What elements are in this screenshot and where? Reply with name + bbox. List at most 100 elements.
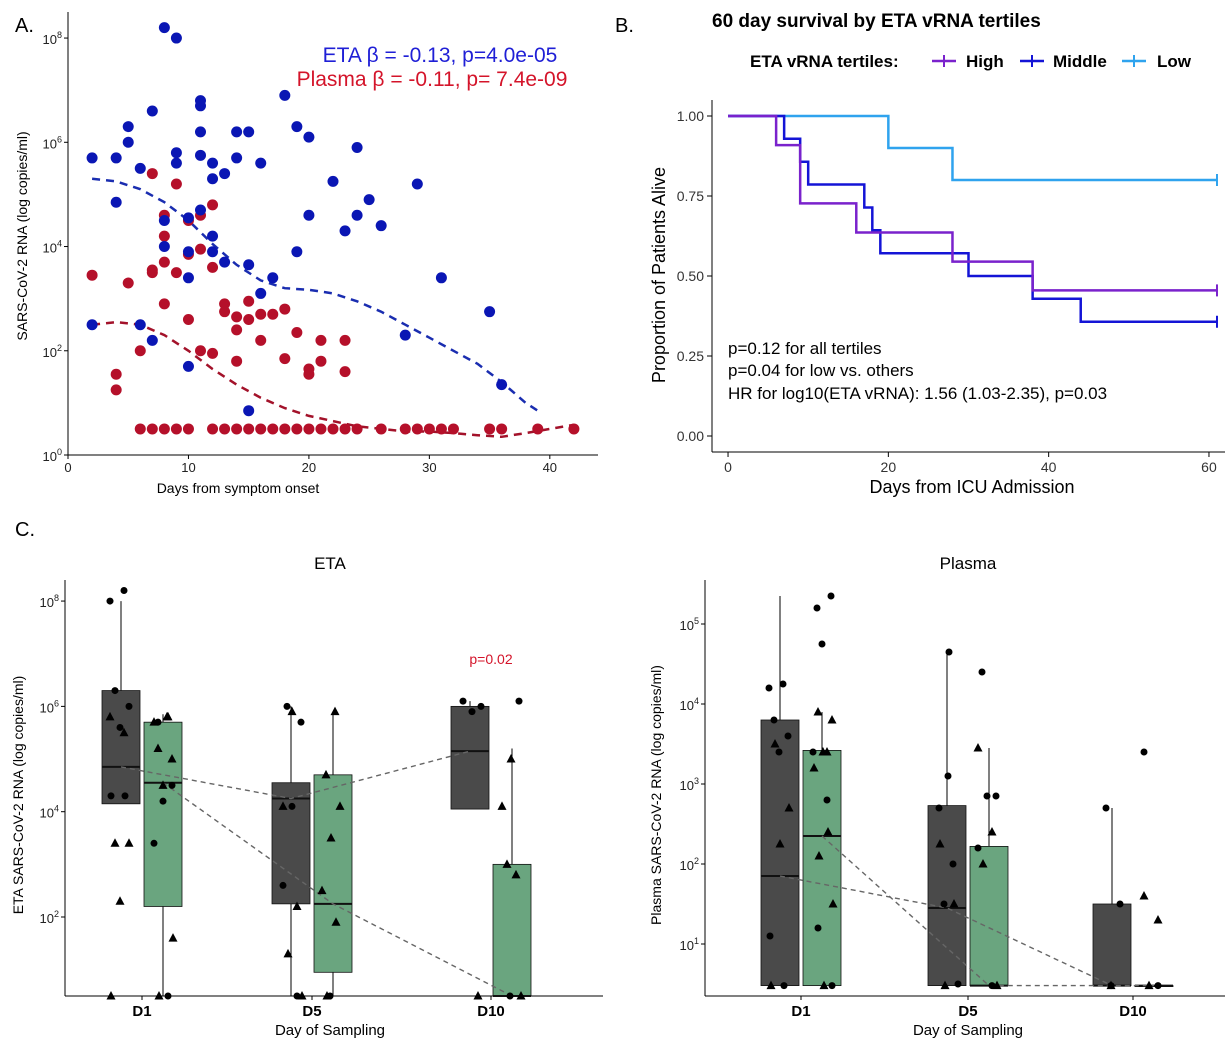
panel-b-y-tick-label: 0.50 (677, 268, 704, 284)
eta-box-x-tick-label: D5 (302, 1003, 321, 1020)
scatter-point-plasma (134, 423, 146, 435)
eta-box-point-triangle (168, 933, 178, 942)
plasma-box-median-connector (821, 835, 1154, 987)
eta-box-point-circle (168, 781, 176, 789)
scatter-point-eta (182, 246, 194, 258)
scatter-point-eta (339, 225, 351, 237)
stat-line-1: p=0.12 for all tertiles (728, 339, 882, 358)
plasma-box-y-tick-label: 101 (680, 936, 699, 953)
eta-box-median-connector (120, 750, 471, 800)
scatter-point-plasma (170, 178, 182, 190)
plasma-box-point-circle (809, 748, 817, 756)
scatter-point-eta (86, 319, 98, 331)
plasma-box-point-circle (823, 796, 831, 804)
scatter-point-plasma (170, 423, 182, 435)
scatter-point-plasma (315, 355, 327, 367)
plasma-box-point-triangle (775, 839, 785, 848)
plasma-box-point-triangle (973, 743, 983, 752)
scatter-point-eta (484, 306, 496, 318)
scatter-point-plasma (291, 423, 303, 435)
eta-box-point-circle (116, 723, 124, 731)
eta-box-xlabel: Day of Sampling (275, 1022, 385, 1039)
scatter-point-plasma (207, 347, 219, 359)
scatter-point-plasma (375, 423, 387, 435)
eta-box-point-circle (121, 792, 129, 800)
scatter-point-eta (146, 105, 158, 117)
scatter-point-plasma (291, 327, 303, 339)
scatter-point-eta (170, 157, 182, 169)
scatter-point-plasma (182, 313, 194, 325)
eta-box-point-triangle (158, 780, 168, 789)
plasma-box-xlabel: Day of Sampling (913, 1022, 1023, 1039)
scatter-point-plasma (207, 199, 219, 211)
eta-box-point-triangle (322, 991, 332, 1000)
scatter-point-plasma (435, 423, 447, 435)
scatter-point-plasma (303, 363, 315, 375)
plasma-annotation: Plasma β = -0.11, p= 7.4e-09 (297, 68, 568, 91)
scatter-point-eta (231, 126, 243, 138)
panel-a-xlabel: Days from symptom onset (157, 480, 320, 496)
scatter-point-eta (267, 272, 279, 284)
scatter-point-plasma (195, 243, 206, 255)
scatter-point-eta (182, 360, 194, 372)
legend-title: ETA vRNA tertiles: (750, 52, 899, 71)
eta-box-point-triangle (106, 991, 116, 1000)
panel-a-x-tick-label: 0 (64, 460, 71, 475)
scatter-point-eta (327, 175, 339, 187)
scatter-point-plasma (532, 423, 544, 435)
scatter-point-plasma (351, 423, 363, 435)
eta-box-point-circle (279, 881, 287, 889)
scatter-point-plasma (243, 295, 255, 307)
scatter-point-eta (134, 319, 146, 331)
eta-box-point-triangle (502, 859, 512, 868)
eta-box-point-triangle (124, 838, 134, 847)
plasma-box-point-triangle (823, 827, 833, 836)
scatter-point-plasma (279, 353, 291, 365)
plasma-box-point-triangle (949, 899, 959, 908)
eta-box-point-triangle (335, 801, 345, 810)
panel-a-x-tick-label: 40 (543, 460, 557, 475)
scatter-point-plasma (158, 230, 170, 242)
eta-box-box-d1-green (143, 721, 183, 907)
panel-b-ylabel: Proportion of Patients Alive (649, 167, 669, 383)
scatter-point-eta (303, 131, 315, 143)
eta-box-point-triangle (516, 991, 526, 1000)
scatter-point-eta (86, 152, 98, 164)
plasma-box-point-triangle (809, 763, 819, 772)
plasma-box-median-connector (779, 875, 1113, 987)
plasma-box-point-triangle (935, 839, 945, 848)
eta-box-y-tick-label: 106 (40, 698, 59, 715)
plasma-box-point-circle (945, 648, 953, 656)
eta-box-box-d5-dark (271, 782, 311, 905)
plasma-box-point-circle (944, 772, 952, 780)
eta-box-point-circle (150, 839, 158, 847)
legend-low-label: Low (1157, 52, 1192, 71)
eta-box-point-triangle (497, 801, 507, 810)
plasma-box-point-triangle (1139, 891, 1149, 900)
plasma-box-point-triangle (987, 827, 997, 836)
eta-box-point-circle (297, 718, 305, 726)
eta-box-point-triangle (167, 754, 177, 763)
scatter-point-plasma (231, 311, 243, 323)
plasma-box-point-triangle (828, 899, 838, 908)
scatter-point-eta (207, 173, 219, 185)
eta-box-point-circle (468, 708, 476, 716)
plasma-box-point-triangle (770, 739, 780, 748)
scatter-point-eta (158, 241, 170, 253)
scatter-point-eta (195, 126, 206, 138)
plasma-box-box-d10-dark (1092, 903, 1132, 986)
scatter-point-plasma (146, 423, 158, 435)
scatter-point-plasma (86, 269, 98, 281)
plasma-box-x-tick-label: D10 (1119, 1003, 1147, 1020)
plasma-box-point-triangle (818, 747, 828, 756)
eta-box-point-triangle (292, 901, 302, 910)
plasma-box-point-circle (765, 684, 773, 692)
plasma-box-point-circle (935, 804, 943, 812)
plasma-box-box-d1-green (802, 750, 842, 987)
eta-box-point-circle (111, 687, 119, 695)
eta-box-point-triangle (506, 754, 516, 763)
scatter-point-eta (243, 259, 255, 271)
scatter-point-plasma (399, 423, 411, 435)
scatter-point-plasma (146, 168, 158, 180)
eta-box-point-triangle (105, 711, 115, 721)
